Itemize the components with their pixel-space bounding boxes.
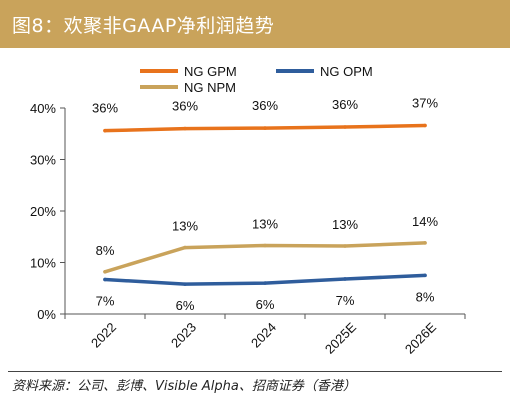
- data-label: 37%: [412, 96, 438, 111]
- data-label: 13%: [172, 219, 198, 234]
- chart-legend: NG GPM NG OPM NG NPM: [140, 64, 373, 95]
- data-point: [103, 277, 107, 282]
- legend-label: NG GPM: [184, 64, 237, 79]
- data-label: 36%: [172, 99, 198, 114]
- x-tick-label: 2025E: [322, 319, 359, 356]
- data-point: [103, 269, 107, 274]
- y-tick-label: 30%: [30, 153, 56, 168]
- data-point: [423, 123, 427, 128]
- data-label: 8%: [416, 289, 435, 304]
- source-note: 资料来源：公司、彭博、Visible Alpha、招商证券（香港）: [12, 379, 356, 394]
- y-tick-label: 20%: [30, 204, 56, 219]
- x-tick-label: 2023: [168, 320, 199, 351]
- data-label: 6%: [256, 297, 275, 312]
- chart-axes: 0% 10% 20% 30% 40% 2022 2023 2024 2025E 2026E: [30, 101, 466, 357]
- figure-header: 图8：欢聚非GAAP净利润趋势: [0, 0, 510, 48]
- data-label: 36%: [332, 97, 358, 112]
- data-point: [263, 126, 267, 130]
- x-tick-label: 2022: [88, 320, 119, 351]
- y-tick-label: 40%: [30, 101, 56, 116]
- figure-title: 图8：欢聚非GAAP净利润趋势: [12, 15, 275, 37]
- data-point: [183, 282, 187, 286]
- data-label: 13%: [332, 217, 358, 232]
- data-label: 14%: [412, 214, 438, 229]
- data-label: 6%: [176, 298, 195, 313]
- y-tick-label: 0%: [37, 307, 56, 322]
- x-tick-label: 2024: [248, 320, 279, 351]
- data-label: 36%: [252, 98, 278, 113]
- legend-label: NG OPM: [320, 64, 373, 79]
- data-point: [263, 281, 267, 285]
- data-point: [263, 243, 267, 248]
- data-point: [423, 241, 427, 245]
- chart-series: [103, 123, 427, 286]
- legend-label: NG NPM: [184, 80, 236, 95]
- data-label: 8%: [96, 243, 115, 258]
- data-label: 7%: [96, 293, 115, 308]
- data-point: [423, 273, 427, 278]
- data-point: [103, 128, 107, 133]
- data-label: 36%: [92, 101, 118, 116]
- data-point: [183, 245, 187, 250]
- data-point: [343, 125, 347, 129]
- line-chart: NG GPM NG OPM NG NPM 0% 10% 20% 30% 40% 2022 202…: [30, 64, 466, 357]
- data-point: [343, 277, 347, 281]
- data-label: 13%: [252, 217, 278, 232]
- x-tick-label: 2026E: [402, 319, 439, 356]
- y-tick-label: 10%: [30, 256, 56, 271]
- source-divider: [8, 371, 502, 372]
- data-point: [343, 244, 347, 248]
- data-point: [183, 126, 187, 131]
- data-label: 7%: [336, 293, 355, 308]
- chart-data-labels: 36% 36% 36% 36% 37% 8% 13% 13% 13% 14% 7% 6% 6% 7% 8%: [92, 96, 438, 314]
